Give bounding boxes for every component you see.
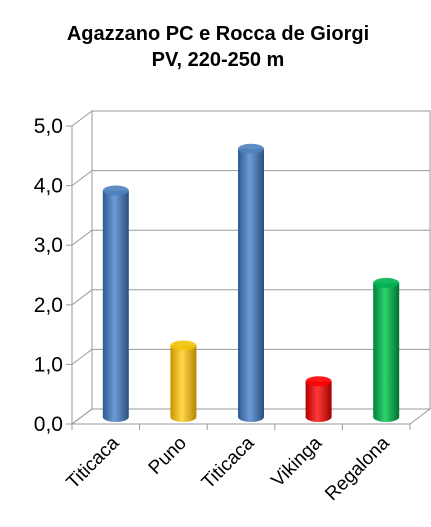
gridline [71, 289, 430, 306]
gridline [71, 170, 430, 187]
chart-title-line-1: Agazzano PC e Rocca de Giorgi [67, 23, 369, 45]
x-category-label: Titicaca [198, 432, 259, 493]
gridline [71, 229, 430, 246]
x-category-label: Puno [145, 433, 191, 479]
x-category-label: Regalona [321, 432, 394, 505]
y-tick-label: 5,0 [34, 115, 63, 138]
y-tick-label: 3,0 [34, 234, 63, 257]
y-tick-label: 0,0 [34, 413, 63, 436]
chart-gridlines [71, 110, 430, 425]
y-tick-label: 1,0 [34, 353, 63, 376]
chart-title-line-2: PV, 220-250 m [152, 49, 285, 71]
x-category-label: Vikinga [267, 432, 326, 491]
bar [102, 185, 129, 422]
gridline [71, 348, 430, 365]
bar [238, 143, 264, 423]
y-tick-label: 4,0 [34, 175, 63, 198]
x-category-label: Titicaca [63, 432, 124, 493]
y-tick-label: 2,0 [34, 294, 63, 317]
bar [373, 277, 400, 422]
gridline [71, 110, 430, 127]
chart-bars [102, 143, 400, 423]
bar [170, 340, 197, 422]
bar [305, 376, 332, 422]
y-axis-ticks: 0,0 1,0 2,0 3,0 4,0 5,0 [34, 115, 73, 436]
